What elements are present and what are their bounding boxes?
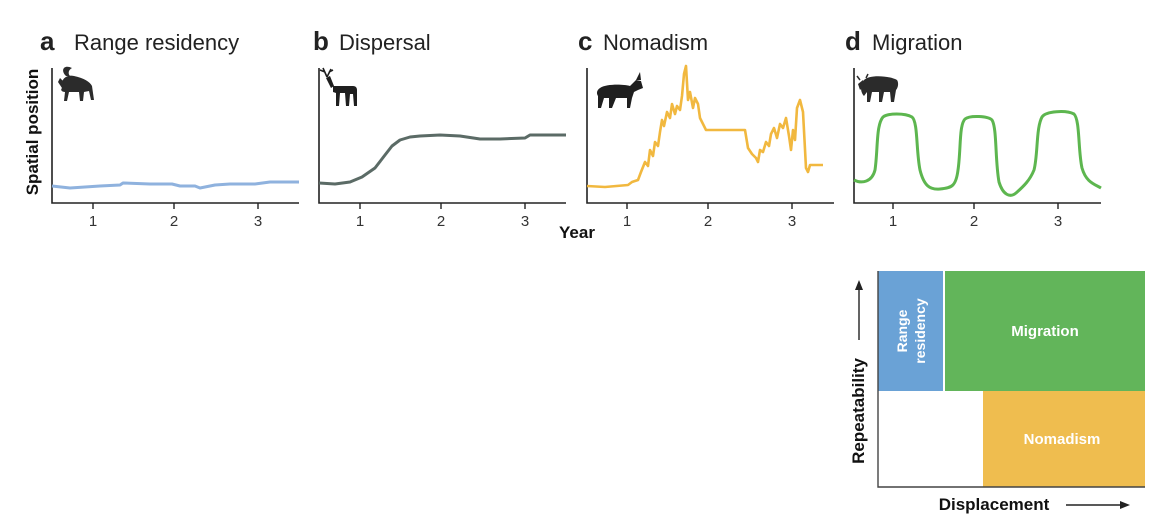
- panel-b-title: Dispersal: [339, 30, 431, 55]
- panel-a-tick-2: 2: [170, 213, 178, 230]
- panel-c-title: Nomadism: [603, 30, 708, 55]
- repeatability-arrow-icon: [855, 280, 863, 340]
- panel-d-tick-3: 3: [1054, 213, 1062, 230]
- wild-ass-icon: [596, 72, 643, 108]
- deer-icon: [319, 67, 357, 106]
- repeatability-label: Repeatability: [849, 358, 868, 464]
- panel-c-tick-3: 3: [788, 213, 796, 230]
- matrix-axes: [877, 271, 1145, 488]
- panel-b-letter: b: [313, 26, 329, 56]
- panel-b-tick-2: 2: [437, 213, 445, 230]
- x-axis-title: Year: [559, 223, 595, 242]
- panel-c-tick-1: 1: [623, 213, 631, 230]
- panel-a-letter: a: [40, 26, 55, 56]
- panel-d-axes: [853, 68, 1101, 204]
- panel-d-series: [853, 110, 1102, 197]
- panel-b: b Dispersal 1 2 3: [313, 26, 566, 230]
- displacement-arrow-icon: [1066, 501, 1130, 509]
- panel-d-letter: d: [845, 26, 861, 56]
- panel-b-axes: [318, 68, 566, 204]
- ibex-icon: [58, 66, 94, 101]
- behavior-matrix: Range residency Migration Nomadism Repea…: [849, 271, 1145, 514]
- wildebeest-icon: [856, 73, 899, 102]
- displacement-label: Displacement: [939, 495, 1050, 514]
- panel-b-tick-1: 1: [356, 213, 364, 230]
- panel-c-series: [586, 64, 823, 189]
- range-residency-label-1: Range: [894, 309, 910, 352]
- panel-a-tick-3: 3: [254, 213, 262, 230]
- panel-c-tick-2: 2: [704, 213, 712, 230]
- nomadism-label: Nomadism: [1024, 431, 1101, 448]
- panel-a-series: [51, 180, 299, 190]
- panel-b-series: [318, 133, 566, 186]
- panel-d-title: Migration: [872, 30, 962, 55]
- panel-a-title: Range residency: [74, 30, 239, 55]
- migration-box: [944, 271, 1145, 391]
- panel-a-tick-1: 1: [89, 213, 97, 230]
- y-axis-title: Spatial position: [23, 69, 42, 196]
- range-residency-label-2: residency: [912, 298, 928, 364]
- panel-a-axes: [51, 68, 299, 204]
- migration-label: Migration: [1011, 323, 1079, 340]
- range-residency-box: [878, 271, 944, 391]
- panel-b-tick-3: 3: [521, 213, 529, 230]
- panel-c-letter: c: [578, 26, 592, 56]
- panel-c-axes: [586, 68, 834, 204]
- panel-d: d Migration 1 2 3: [845, 26, 1102, 230]
- panel-a: a Range residency 1 2 3: [40, 26, 299, 230]
- panel-d-tick-2: 2: [970, 213, 978, 230]
- panel-c: c Nomadism 1 2 3: [578, 26, 834, 230]
- panel-d-tick-1: 1: [889, 213, 897, 230]
- nomadism-box: [983, 391, 1145, 487]
